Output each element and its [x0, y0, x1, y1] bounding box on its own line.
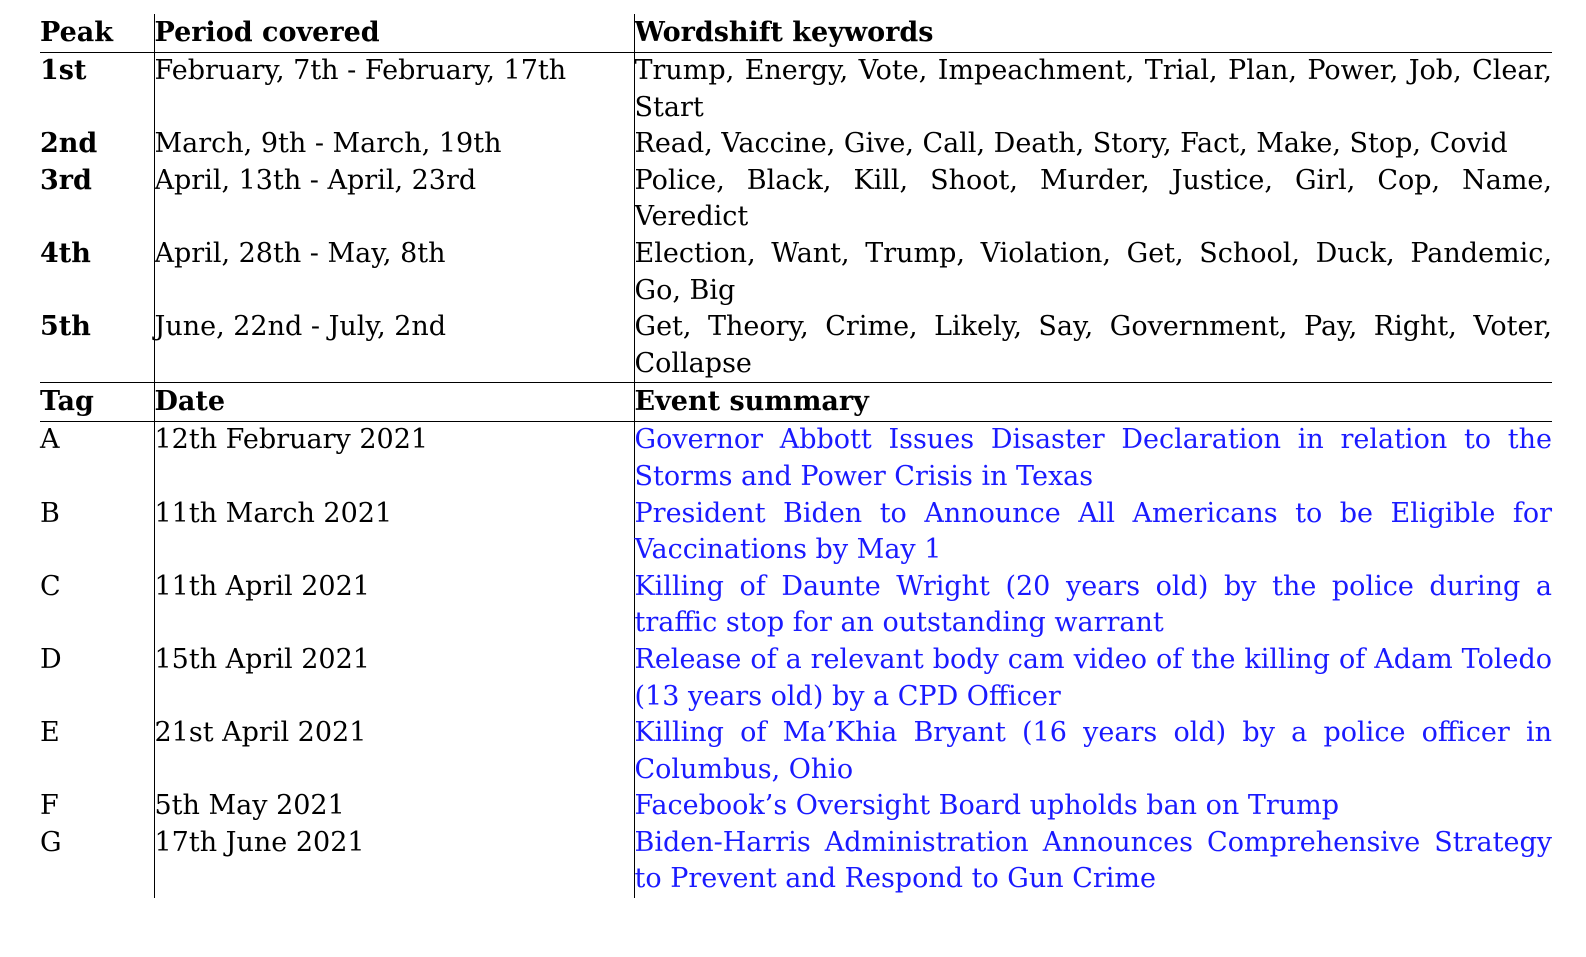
header-peak: Peak [40, 14, 155, 53]
event-tag: B [40, 495, 155, 569]
event-date: 21st April 2021 [154, 715, 635, 789]
event-summary-link[interactable]: Release of a relevant body cam video of … [634, 643, 1553, 712]
peak-keywords: Police, Black, Kill, Shoot, Murder, Just… [634, 164, 1553, 233]
peak-label: 2nd [40, 126, 155, 163]
header-wordshift-keywords: Wordshift keywords [634, 14, 1552, 53]
header-date: Date [154, 382, 635, 423]
peak-keywords: Election, Want, Trump, Violation, Get, S… [634, 237, 1553, 306]
peak-label: 3rd [40, 162, 155, 236]
event-row-f: F 5th May 2021 Facebook’s Oversight Boar… [40, 788, 1552, 825]
peaks-header-row: Peak Period covered Wordshift keywords [40, 14, 1552, 53]
event-row-d: D 15th April 2021 Release of a relevant … [40, 641, 1553, 716]
peak-label: 5th [40, 309, 155, 383]
peak-keywords: Get, Theory, Crime, Likely, Say, Governm… [634, 311, 1553, 379]
peak-row-5: 5th June, 22nd - July, 2nd Get, Theory, … [40, 309, 1552, 383]
peak-period: April, 13th - April, 23rd [154, 162, 635, 236]
header-event-summary: Event summary [634, 382, 1552, 423]
peak-period: February, 7th - February, 17th [154, 52, 635, 127]
peak-keywords: Trump, Energy, Vote, Impeachment, Trial,… [634, 55, 1553, 123]
event-row-c: C 11th April 2021 Killing of Daunte Wrig… [40, 568, 1553, 642]
event-summary-link[interactable]: Killing of Ma’Khia Bryant (16 years old)… [634, 717, 1553, 785]
event-row-e: E 21st April 2021 Killing of Ma’Khia Bry… [40, 715, 1553, 789]
event-row-b: B 11th March 2021 President Biden to Ann… [40, 495, 1553, 569]
event-date: 12th February 2021 [154, 421, 635, 496]
event-date: 15th April 2021 [154, 641, 635, 716]
event-row-a: A 12th February 2021 Governor Abbott Iss… [40, 421, 1553, 496]
event-date: 11th March 2021 [154, 495, 635, 569]
peak-label: 4th [40, 235, 155, 310]
event-tag: E [40, 715, 155, 789]
peak-row-2: 2nd March, 9th - March, 19th Read, Vacci… [40, 126, 1552, 163]
peaks-events-table: Peak Period covered Wordshift keywords 1… [40, 14, 1553, 899]
peak-period: April, 28th - May, 8th [154, 235, 635, 310]
event-tag: D [40, 641, 155, 716]
event-row-g: G 17th June 2021 Biden-Harris Administra… [40, 824, 1553, 899]
events-header-row: Tag Date Event summary [40, 382, 1552, 423]
header-tag: Tag [40, 382, 155, 423]
event-tag: C [40, 568, 155, 642]
header-period-covered: Period covered [154, 14, 635, 53]
event-tag: A [40, 421, 155, 496]
peak-keywords: Read, Vaccine, Give, Call, Death, Story,… [634, 128, 1508, 160]
event-summary-link[interactable]: Biden-Harris Administration Announces Co… [634, 826, 1553, 895]
event-summary-link[interactable]: Facebook’s Oversight Board upholds ban o… [634, 790, 1340, 822]
peak-label: 1st [40, 52, 155, 127]
event-tag: G [40, 824, 155, 899]
event-summary-link[interactable]: President Biden to Announce All American… [634, 497, 1553, 566]
peak-row-3: 3rd April, 13th - April, 23rd Police, Bl… [40, 162, 1553, 236]
peak-row-1: 1st February, 7th - February, 17th Trump… [40, 52, 1553, 127]
peak-period: June, 22nd - July, 2nd [154, 309, 635, 383]
peak-row-4: 4th April, 28th - May, 8th Election, Wan… [40, 235, 1553, 310]
event-date: 11th April 2021 [154, 568, 635, 642]
event-date: 5th May 2021 [154, 788, 635, 825]
peak-period: March, 9th - March, 19th [154, 126, 635, 163]
event-summary-link[interactable]: Governor Abbott Issues Disaster Declarat… [634, 424, 1553, 492]
event-date: 17th June 2021 [154, 824, 635, 899]
event-tag: F [40, 788, 155, 825]
event-summary-link[interactable]: Killing of Daunte Wright (20 years old) … [634, 570, 1553, 639]
